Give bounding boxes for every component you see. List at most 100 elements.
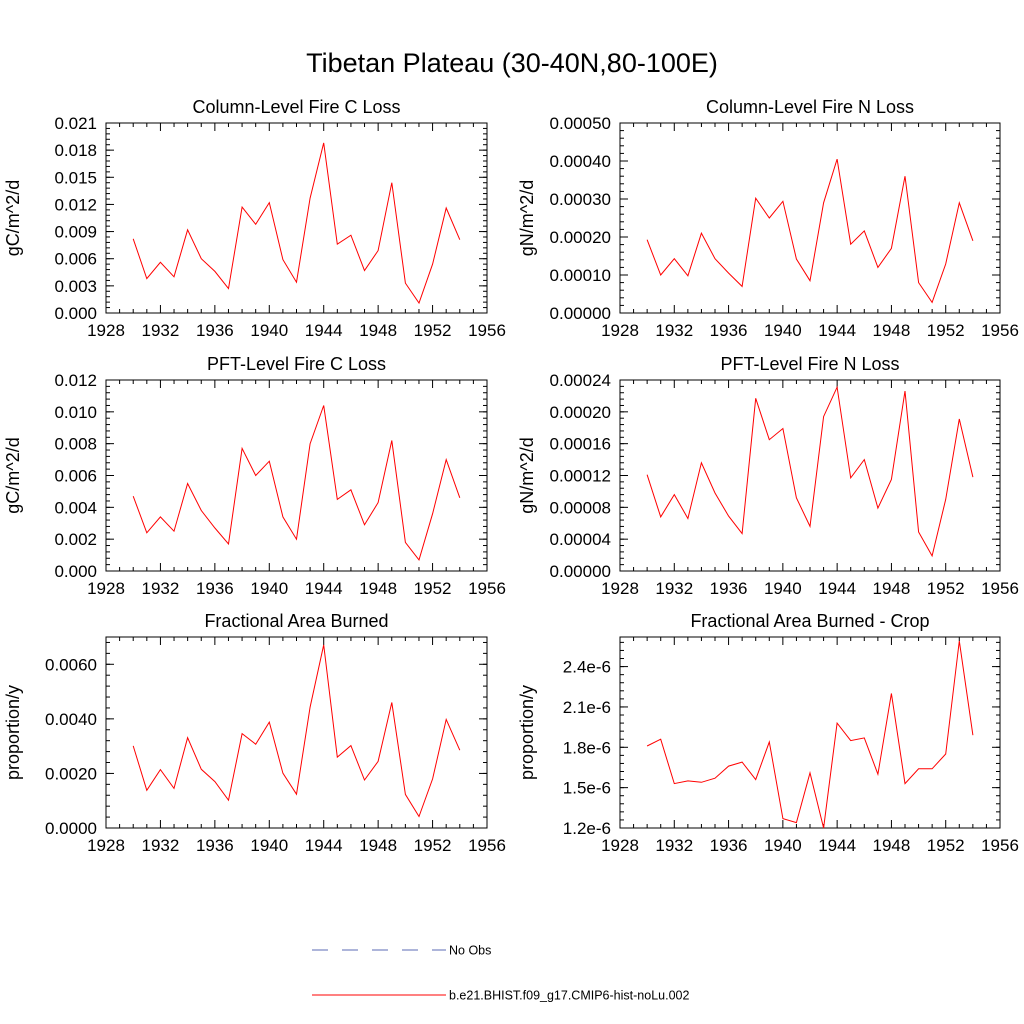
x-tick-label: 1956 [468,836,506,855]
y-tick-label: 0.006 [54,467,97,486]
x-tick-label: 1944 [818,321,856,340]
y-axis-label: proportion/y [517,685,537,780]
y-tick-label: 0.010 [54,403,97,422]
chart-legend: No Obs b.e21.BHIST.f09_g17.CMIP6-hist-no… [312,944,689,1003]
x-tick-label: 1928 [87,321,125,340]
y-tick-label: 1.2e-6 [563,819,611,838]
y-tick-label: 2.4e-6 [563,658,611,677]
x-tick-label: 1928 [601,579,639,598]
x-tick-label: 1956 [981,836,1019,855]
y-tick-label: 0.00024 [550,371,611,390]
y-tick-label: 0.015 [54,168,97,187]
y-tick-label: 0.0060 [45,655,97,674]
x-tick-label: 1936 [710,321,748,340]
series-line [132,405,461,561]
y-axis-label: proportion/y [3,685,23,780]
y-tick-label: 0.012 [54,195,97,214]
panel-title: Fractional Area Burned - Crop [690,611,929,631]
plot-frame [619,636,1001,829]
x-tick-label: 1952 [414,321,452,340]
chart-panel: PFT-Level Fire N Loss gN/m^2/d 1928 1932 193… [517,354,1019,598]
x-tick-label: 1944 [305,579,343,598]
x-tick-label: 1952 [414,836,452,855]
y-tick-label: 0.00000 [550,304,611,323]
x-tick-label: 1952 [927,579,965,598]
y-tick-label: 0.00020 [550,228,611,247]
y-tick-label: 0.003 [54,277,97,296]
y-axis-label: gN/m^2/d [517,437,537,513]
plot-frame [619,122,1001,314]
x-tick-label: 1936 [196,321,234,340]
series-line [646,640,974,829]
x-tick-label: 1948 [359,579,397,598]
x-tick-label: 1956 [468,579,506,598]
panel-title: Fractional Area Burned [204,611,388,631]
y-tick-label: 0.00012 [550,467,611,486]
x-tick-label: 1956 [981,579,1019,598]
x-tick-label: 1952 [927,836,965,855]
x-tick-label: 1928 [87,836,125,855]
x-tick-label: 1932 [142,321,180,340]
y-tick-label: 0.00016 [550,435,611,454]
y-tick-label: 0.00030 [550,190,611,209]
x-tick-label: 1928 [601,321,639,340]
y-tick-label: 0.021 [54,114,97,133]
x-tick-label: 1940 [764,321,802,340]
y-tick-label: 0.008 [54,435,97,454]
chart-panel: Column-Level Fire C Loss gC/m^2/d 1928 1932… [3,97,506,340]
x-tick-label: 1948 [873,836,911,855]
y-tick-label: 0.0000 [45,819,97,838]
y-tick-label: 1.5e-6 [563,779,611,798]
x-tick-label: 1940 [764,579,802,598]
x-tick-label: 1944 [305,321,343,340]
x-tick-label: 1928 [87,579,125,598]
y-tick-label: 0.0020 [45,764,97,783]
y-tick-label: 0.006 [54,250,97,269]
x-tick-label: 1940 [250,836,288,855]
x-tick-label: 1944 [818,836,856,855]
plot-frame [105,122,488,314]
y-tick-label: 0.004 [54,498,97,517]
panel-title: PFT-Level Fire N Loss [720,354,899,374]
x-tick-label: 1932 [655,579,693,598]
y-tick-label: 0.00000 [550,562,611,581]
x-tick-label: 1948 [873,579,911,598]
x-tick-label: 1948 [359,836,397,855]
panel-title: Column-Level Fire N Loss [706,97,914,117]
series-line [132,644,461,818]
x-tick-label: 1940 [250,321,288,340]
x-tick-label: 1956 [981,321,1019,340]
chart-panel: PFT-Level Fire C Loss gC/m^2/d 1928 1932 193… [3,354,506,598]
chart-panels: Column-Level Fire C Loss gC/m^2/d 1928 1932… [3,97,1019,855]
x-tick-label: 1952 [927,321,965,340]
x-tick-label: 1944 [818,579,856,598]
x-tick-label: 1936 [196,836,234,855]
legend-obs-label: No Obs [449,944,491,958]
y-tick-label: 0.00010 [550,266,611,285]
x-tick-label: 1932 [655,321,693,340]
chart-panel: Fractional Area Burned - Crop proportion/… [517,611,1019,855]
x-tick-label: 1936 [710,579,748,598]
y-tick-label: 0.000 [54,562,97,581]
x-tick-label: 1932 [655,836,693,855]
plot-frame [105,379,488,572]
x-tick-label: 1948 [873,321,911,340]
x-tick-label: 1956 [468,321,506,340]
figure-title: Tibetan Plateau (30-40N,80-100E) [306,48,718,78]
chart-panel: Fractional Area Burned proportion/y 1928 19… [3,611,506,855]
y-tick-label: 0.000 [54,304,97,323]
series-line [132,142,461,305]
y-tick-label: 0.002 [54,530,97,549]
x-tick-label: 1952 [414,579,452,598]
y-tick-label: 0.009 [54,223,97,242]
y-tick-label: 0.00020 [550,403,611,422]
y-tick-label: 0.012 [54,371,97,390]
series-line [646,158,974,304]
x-tick-label: 1944 [305,836,343,855]
x-tick-label: 1932 [142,836,180,855]
chart-panel: Column-Level Fire N Loss gN/m^2/d 1928 1932… [517,97,1019,340]
x-tick-label: 1948 [359,321,397,340]
y-tick-label: 0.00040 [550,152,611,171]
y-tick-label: 0.0040 [45,710,97,729]
